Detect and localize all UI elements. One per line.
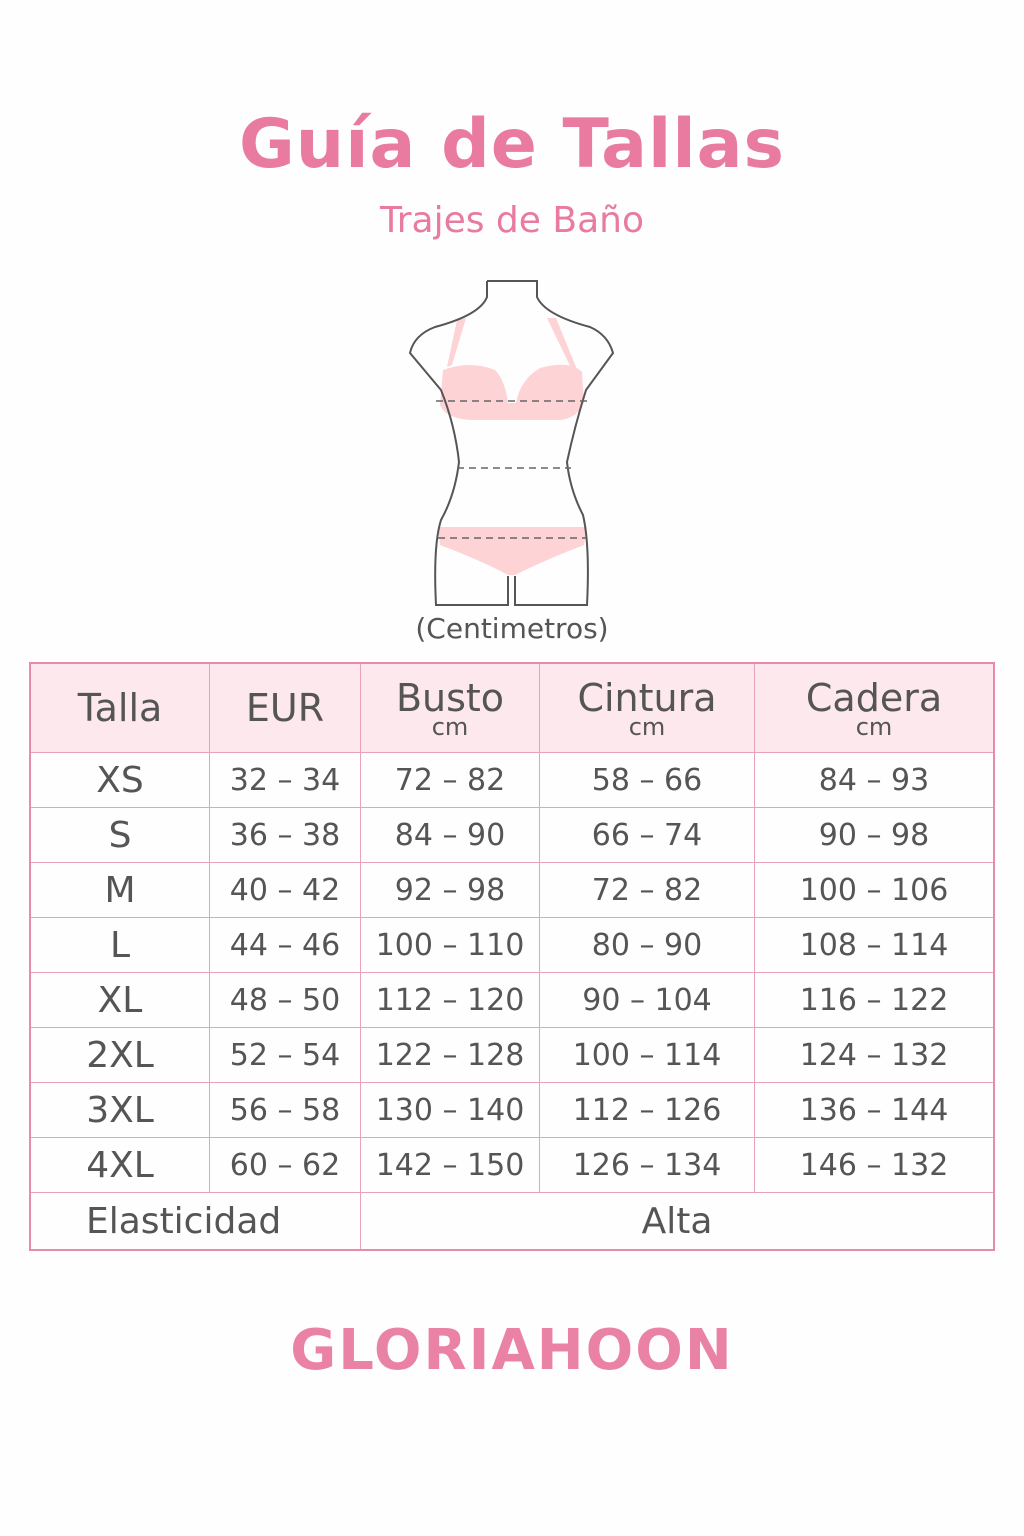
eur-cell: 56 – 58 (209, 1082, 361, 1138)
header-talla: Talla (29, 662, 210, 753)
header-busto: Busto cm (360, 662, 540, 753)
size-cell: 2XL (29, 1027, 210, 1083)
table-row: L 44 – 46 100 – 110 80 – 90 108 – 114 (29, 917, 995, 973)
eur-cell: 60 – 62 (209, 1137, 361, 1193)
eur-cell: 36 – 38 (209, 807, 361, 863)
bust-cell: 92 – 98 (360, 862, 540, 918)
table-row: M 40 – 42 92 – 98 72 – 82 100 – 106 (29, 862, 995, 918)
table-row: XS 32 – 34 72 – 82 58 – 66 84 – 93 (29, 752, 995, 808)
hip-cell: 124 – 132 (754, 1027, 995, 1083)
page-title: Guía de Tallas (238, 105, 786, 184)
header-eur: EUR (209, 662, 361, 753)
waist-cell: 112 – 126 (539, 1082, 755, 1138)
waist-cell: 58 – 66 (539, 752, 755, 808)
size-cell: S (29, 807, 210, 863)
waist-cell: 126 – 134 (539, 1137, 755, 1193)
hip-cell: 84 – 93 (754, 752, 995, 808)
hip-cell: 116 – 122 (754, 972, 995, 1028)
bust-cell: 122 – 128 (360, 1027, 540, 1083)
hip-cell: 90 – 98 (754, 807, 995, 863)
elasticity-row: Elasticidad Alta (29, 1192, 995, 1251)
size-cell: XL (29, 972, 210, 1028)
table-row: S 36 – 38 84 – 90 66 – 74 90 – 98 (29, 807, 995, 863)
bust-cell: 142 – 150 (360, 1137, 540, 1193)
brand-logo: GLORIAHOON (290, 1318, 734, 1383)
size-cell: M (29, 862, 210, 918)
waist-cell: 100 – 114 (539, 1027, 755, 1083)
header-cadera: Cadera cm (754, 662, 995, 753)
waist-cell: 80 – 90 (539, 917, 755, 973)
size-cell: XS (29, 752, 210, 808)
size-cell: 4XL (29, 1137, 210, 1193)
table-row: XL 48 – 50 112 – 120 90 – 104 116 – 122 (29, 972, 995, 1028)
hip-cell: 100 – 106 (754, 862, 995, 918)
waist-cell: 90 – 104 (539, 972, 755, 1028)
table-row: 3XL 56 – 58 130 – 140 112 – 126 136 – 144 (29, 1082, 995, 1138)
bust-cell: 100 – 110 (360, 917, 540, 973)
table-row: 4XL 60 – 62 142 – 150 126 – 134 146 – 132 (29, 1137, 995, 1193)
hip-cell: 136 – 144 (754, 1082, 995, 1138)
table-row: 2XL 52 – 54 122 – 128 100 – 114 124 – 132 (29, 1027, 995, 1083)
waist-cell: 72 – 82 (539, 862, 755, 918)
elasticity-value: Alta (360, 1192, 995, 1251)
size-cell: 3XL (29, 1082, 210, 1138)
elasticity-label: Elasticidad (29, 1192, 361, 1251)
waist-cell: 66 – 74 (539, 807, 755, 863)
eur-cell: 40 – 42 (209, 862, 361, 918)
eur-cell: 32 – 34 (209, 752, 361, 808)
hip-cell: 146 – 132 (754, 1137, 995, 1193)
bust-cell: 84 – 90 (360, 807, 540, 863)
bust-cell: 72 – 82 (360, 752, 540, 808)
eur-cell: 48 – 50 (209, 972, 361, 1028)
eur-cell: 52 – 54 (209, 1027, 361, 1083)
bust-cell: 112 – 120 (360, 972, 540, 1028)
units-label: (Centimetros) (415, 612, 609, 645)
eur-cell: 44 – 46 (209, 917, 361, 973)
hip-cell: 108 – 114 (754, 917, 995, 973)
bust-cell: 130 – 140 (360, 1082, 540, 1138)
table-header-row: Talla EUR Busto cm Cintura cm Cadera cm (29, 662, 995, 753)
body-measurement-figure-icon (408, 280, 615, 606)
page-subtitle: Trajes de Baño (380, 200, 644, 241)
header-cintura: Cintura cm (539, 662, 755, 753)
size-cell: L (29, 917, 210, 973)
size-table: Talla EUR Busto cm Cintura cm Cadera cm XS 3… (29, 662, 995, 1251)
